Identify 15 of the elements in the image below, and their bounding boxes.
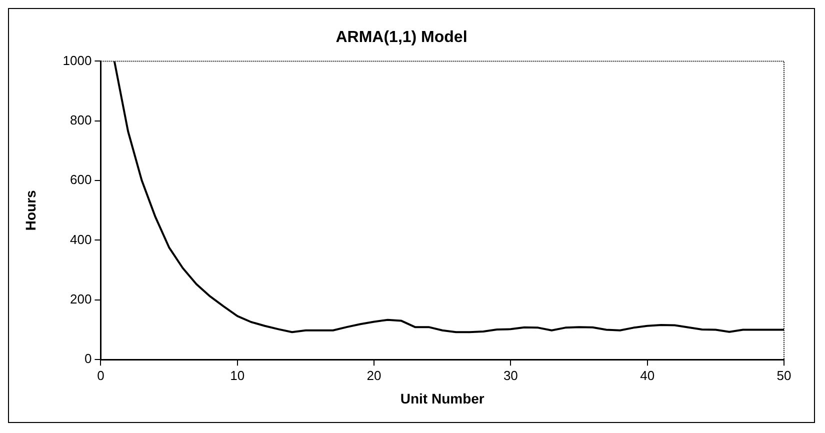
y-tick-label: 400	[70, 232, 92, 247]
chart-title: ARMA(1,1) Model	[336, 29, 468, 46]
x-tick-label: 30	[503, 368, 518, 383]
x-axis-title: Unit Number	[400, 390, 485, 406]
x-tick-label: 10	[230, 368, 245, 383]
y-tick-label: 1000	[62, 52, 92, 68]
x-tick-label: 0	[97, 368, 104, 383]
x-tick-label: 50	[776, 368, 792, 383]
x-tick-label: 20	[366, 368, 382, 383]
y-axis-title: Hours	[22, 190, 38, 231]
x-tick-label: 40	[640, 368, 655, 383]
y-tick-label: 600	[70, 172, 92, 188]
y-tick-label: 200	[70, 292, 92, 306]
y-tick-label: 0	[84, 351, 92, 366]
y-tick-label: 800	[70, 112, 92, 128]
